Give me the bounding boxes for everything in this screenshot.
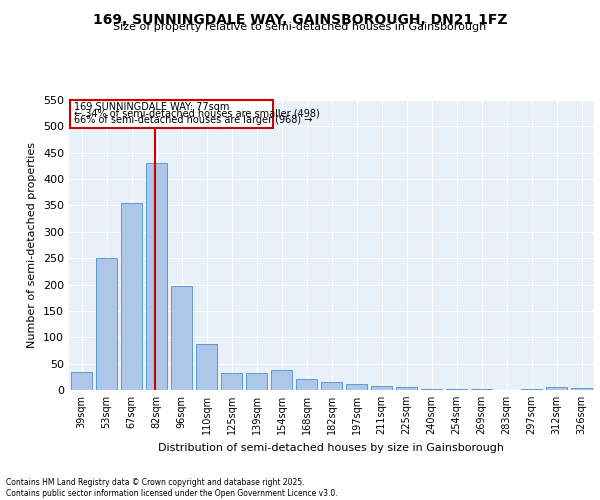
Text: 169 SUNNINGDALE WAY: 77sqm: 169 SUNNINGDALE WAY: 77sqm	[74, 102, 229, 112]
Bar	[571, 388, 592, 390]
Bar	[346, 384, 367, 390]
Bar	[521, 389, 542, 390]
Y-axis label: Number of semi-detached properties: Number of semi-detached properties	[28, 142, 37, 348]
Bar	[296, 380, 317, 390]
Bar	[171, 286, 192, 390]
Bar	[196, 344, 217, 390]
Bar	[321, 382, 342, 390]
Bar	[221, 372, 242, 390]
Text: 169, SUNNINGDALE WAY, GAINSBOROUGH, DN21 1FZ: 169, SUNNINGDALE WAY, GAINSBOROUGH, DN21…	[93, 12, 507, 26]
Bar	[96, 258, 117, 390]
Bar	[371, 386, 392, 390]
Bar	[271, 370, 292, 390]
FancyBboxPatch shape	[70, 100, 273, 128]
X-axis label: Distribution of semi-detached houses by size in Gainsborough: Distribution of semi-detached houses by …	[158, 442, 505, 452]
Text: ← 34% of semi-detached houses are smaller (498): ← 34% of semi-detached houses are smalle…	[74, 108, 320, 118]
Bar	[246, 372, 267, 390]
Bar	[396, 388, 417, 390]
Bar	[71, 372, 92, 390]
Bar	[471, 389, 492, 390]
Bar	[121, 203, 142, 390]
Bar	[421, 389, 442, 390]
Text: Size of property relative to semi-detached houses in Gainsborough: Size of property relative to semi-detach…	[113, 22, 487, 32]
Bar	[446, 389, 467, 390]
Text: Contains HM Land Registry data © Crown copyright and database right 2025.
Contai: Contains HM Land Registry data © Crown c…	[6, 478, 338, 498]
Bar	[146, 164, 167, 390]
Bar	[546, 388, 567, 390]
Text: 66% of semi-detached houses are larger (968) →: 66% of semi-detached houses are larger (…	[74, 116, 313, 126]
